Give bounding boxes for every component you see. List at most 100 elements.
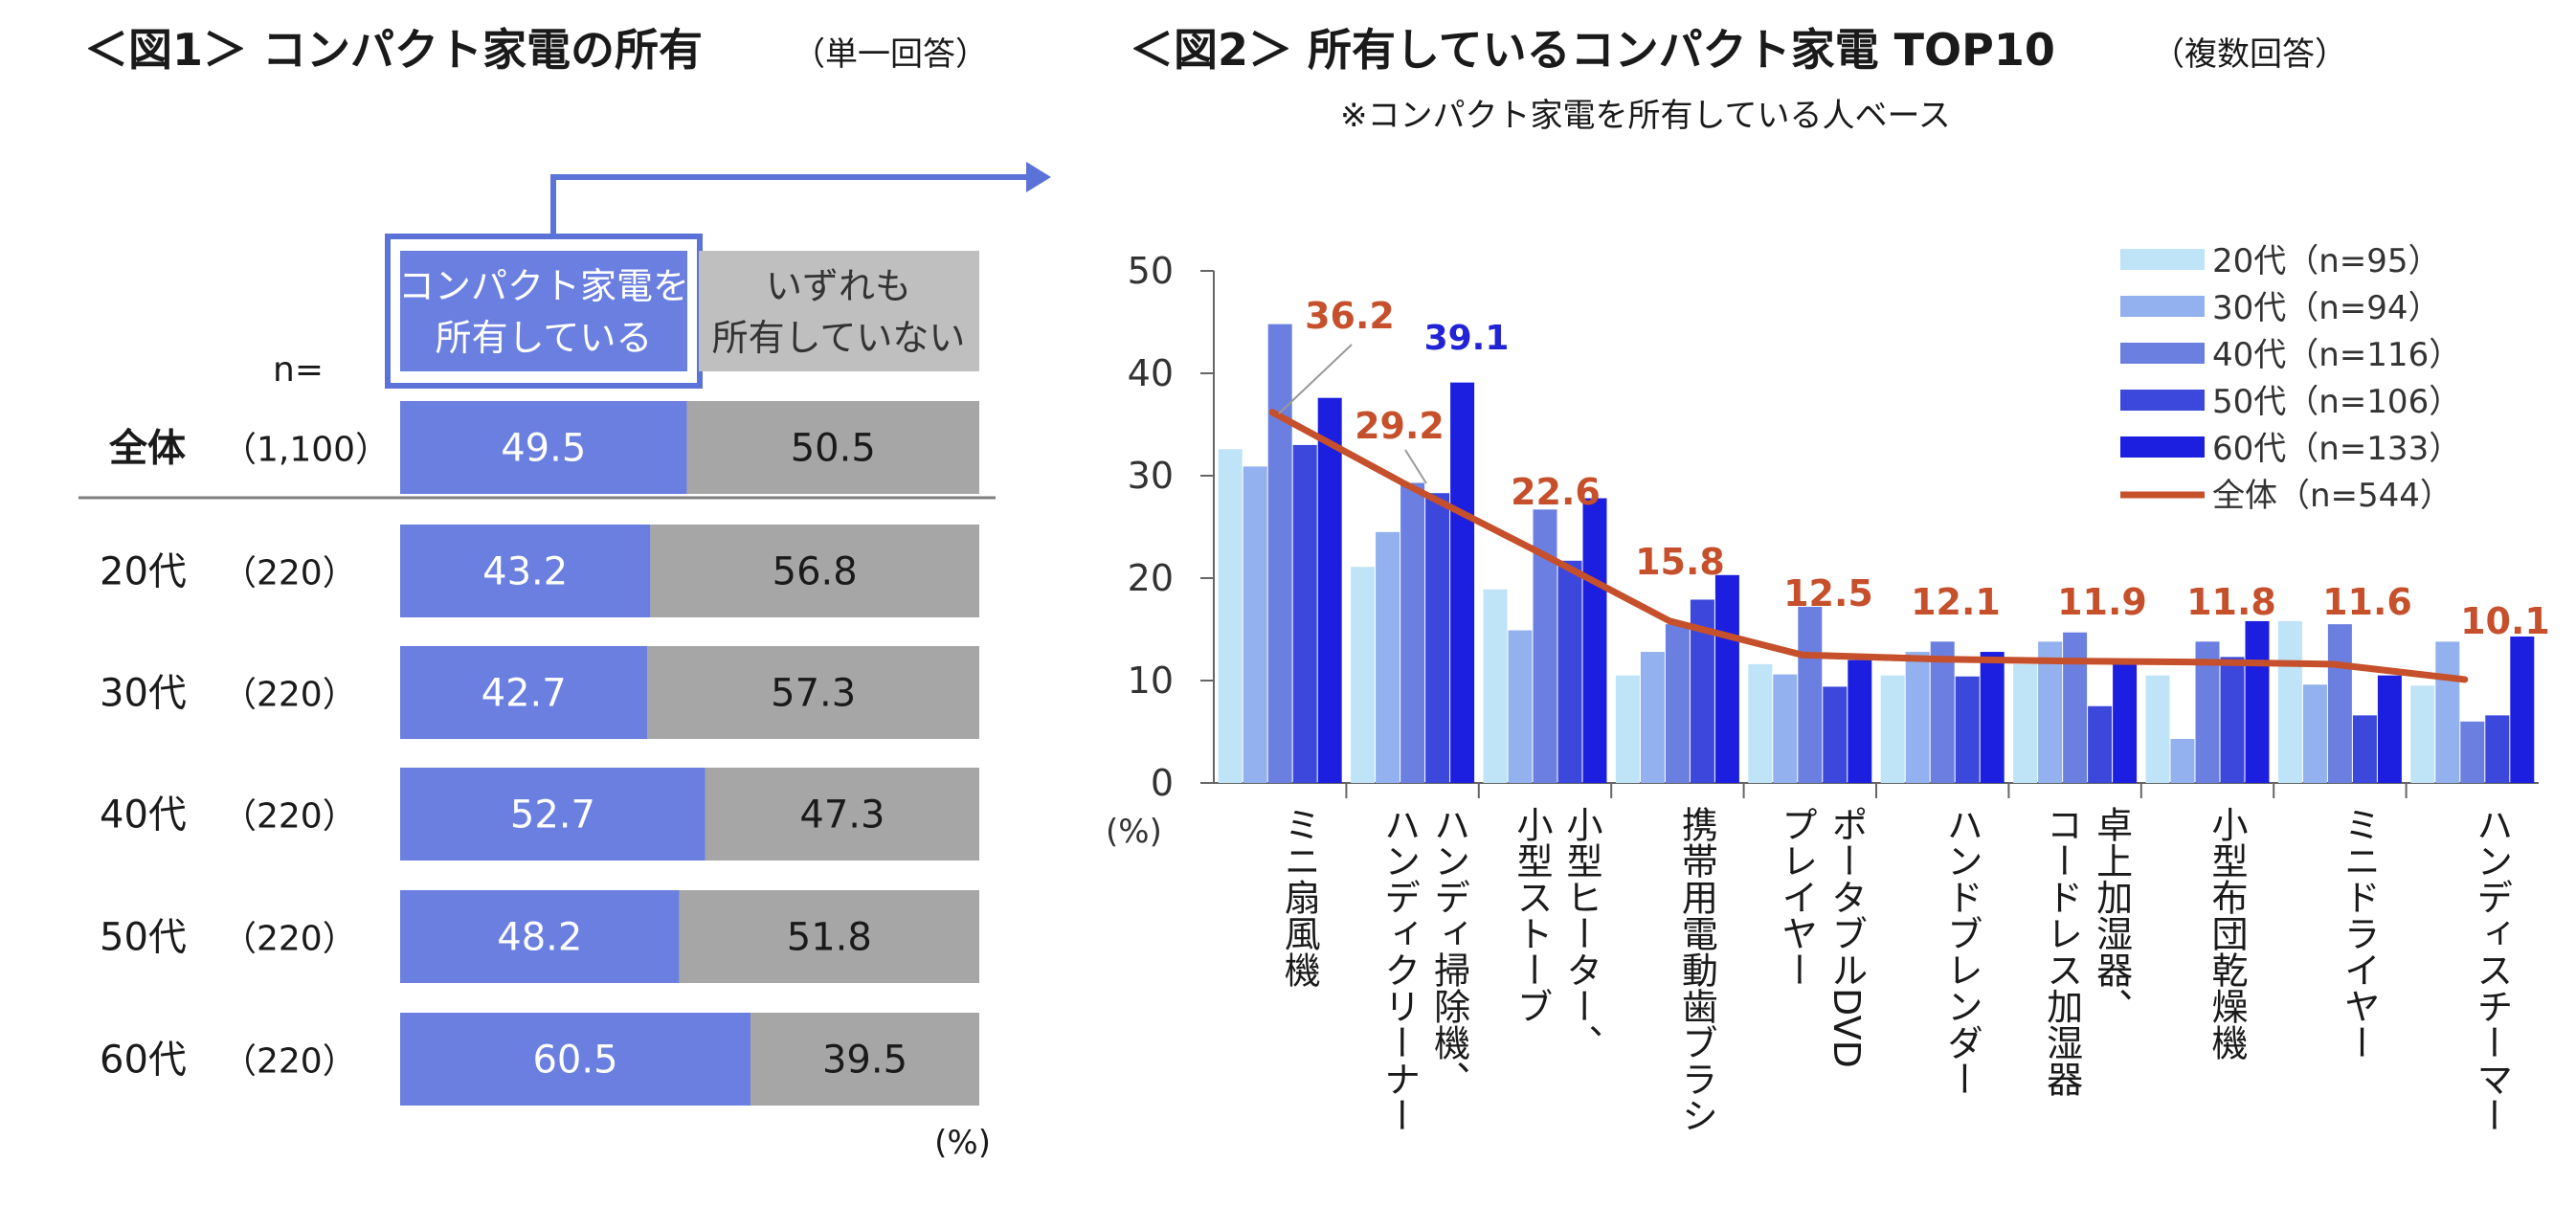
header-own-line2: 所有している [436,317,653,359]
figure1-title-note: （単一回答） [793,35,988,74]
n-label: n= [273,350,324,390]
row-label: 50代 [100,916,187,960]
bar-20s [2277,620,2302,783]
bar-30s [1508,630,1533,783]
bar-60s [1317,397,1342,783]
row-n: （220） [222,554,357,593]
header-none-line2: 所有していない [712,317,966,359]
leader-line [1278,344,1353,414]
y-tick-label: 40 [1128,352,1174,394]
legend-label: 40代（n=116） [2212,336,2461,374]
legend-label: 30代（n=94） [2212,289,2441,327]
bar-60s [2245,620,2270,783]
overall-value-label: 11.6 [2322,581,2412,623]
bar-own [400,401,687,494]
row-n: （220） [222,676,357,715]
leader-line [1404,449,1427,484]
connector-arrowhead [1026,162,1051,192]
category-label: ミニ扇風機 [1278,806,1320,988]
y-tick-label: 50 [1128,250,1174,292]
bar-20s [1880,675,1905,783]
y-tick-label: 0 [1151,762,1174,804]
bar-none-value: 47.3 [799,793,885,838]
category-label: 小型ヒーター、 [1560,806,1602,1061]
bar-40s [1665,624,1690,783]
overall-value-label: 12.5 [1783,572,1873,615]
overall-line-path [1268,409,2469,683]
category-label: ミニドライヤー [2338,806,2380,1061]
bar-none-value: 39.5 [822,1039,907,1083]
bar-60s [1450,382,1475,783]
overall-value-label: 36.2 [1305,295,1395,337]
row-label: 40代 [100,793,187,838]
category-label: 携帯用電動歯ブラシ [1675,806,1717,1133]
bar-none-value: 50.5 [791,427,876,471]
overall-value-label: 29.2 [1355,405,1445,447]
figure2-axes: 0 10 20 30 40 50 [1128,250,2539,804]
bar-50s [1425,493,1450,783]
category-label: ハンドブレンダー [1940,806,1982,1097]
bar-40s [2327,624,2352,783]
bar-50s [1557,560,1582,783]
legend-label: 20代（n=95） [2212,242,2441,280]
row-label: 全体 [108,427,186,471]
bar-30s [2038,641,2063,783]
figure2-title-note: （複数回答） [2152,35,2347,74]
category-label: 卓上加湿器、 [2091,806,2133,1024]
figure2-subtitle: ※コンパクト家電を所有している人ベース [1340,97,1951,135]
category-label: ハンディクリーナー [1378,806,1421,1133]
bar-50s [1955,676,1980,783]
category-label: 小型ストーブ [1511,806,1553,1024]
bar-60s [1714,574,1739,783]
bar-20s [1351,567,1376,783]
overall-value-label: 11.8 [2186,581,2276,623]
category-label: ハンディスチーマー [2471,806,2513,1133]
bar-20s [1218,449,1243,783]
y-tick-label: 30 [1128,455,1174,497]
figure2-overall-line: 36.2 29.2 22.6 15.8 12.5 12.1 11.9 11.8 11.6 10.1… [1268,295,2550,683]
bar-20s [1483,589,1508,783]
bar-30s [2170,738,2195,783]
bar-own-value: 60.5 [532,1039,617,1083]
row-label: 20代 [100,550,187,594]
row-label: 30代 [100,672,187,716]
bar-20s [2410,685,2435,783]
bar-none [650,525,979,617]
legend-swatch [2120,296,2205,317]
bar-60s [1582,498,1607,783]
bar-own-value: 48.2 [497,916,582,960]
bar-60s [2113,659,2138,783]
bar-30s [1773,674,1798,783]
legend-label: 60代（n=133） [2212,430,2461,468]
bar-own [400,1013,751,1106]
bar-none [750,1013,979,1106]
row-n: （220） [222,797,357,837]
bar-50s [2088,705,2113,783]
bar-40s [2460,721,2485,783]
bar-50s [1823,686,1848,783]
bar-60s [2510,636,2535,783]
y-tick-label: 10 [1128,659,1174,702]
figure2-bars [1218,324,2535,783]
bar-none [647,646,979,739]
bar-50s [2352,715,2377,783]
bar-own [400,768,706,861]
bar-none [705,768,979,861]
header-own-bg [400,251,687,371]
bar-own-value: 49.5 [501,427,586,471]
figure2-legend: 20代（n=95） 30代（n=94） 40代（n=116） 50代（n=106） 60… [2120,242,2461,515]
legend-swatch [2120,390,2205,411]
category-label: コードレス加湿器 [2041,806,2083,1097]
legend-swatch [2120,343,2205,364]
bar-own [400,525,651,617]
legend-label: 50代（n=106） [2212,383,2461,421]
legend-swatch [2120,436,2205,458]
category-label: プレイヤー [1776,806,1818,988]
bar-50s [2485,715,2510,783]
bar-60s [2377,675,2402,783]
y-tick-label: 20 [1128,557,1174,599]
header-none-bg [699,251,979,371]
bar-60s [1980,652,2005,783]
bar-30s [2302,684,2327,783]
